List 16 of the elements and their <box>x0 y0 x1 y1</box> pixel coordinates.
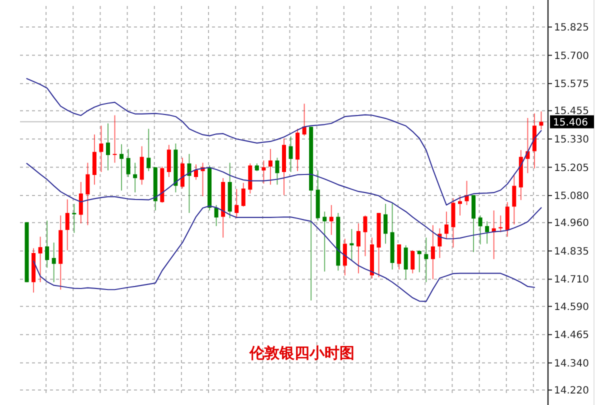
text: 伦敦银四小时图 <box>248 344 354 362</box>
y-tick-label: 15.330 <box>554 134 589 146</box>
ref-line-label: 15.406 <box>553 117 588 128</box>
y-tick-label: 15.700 <box>554 50 589 62</box>
y-tick-label: 15.080 <box>554 191 589 202</box>
y-tick-label: 14.960 <box>554 218 589 230</box>
y-tick-label: 14.340 <box>554 358 589 370</box>
y-tick-label: 15.825 <box>554 22 589 34</box>
y-tick-label: 14.710 <box>554 274 589 286</box>
y-tick-label: 14.465 <box>554 330 589 342</box>
y-tick-label: 15.205 <box>554 162 589 174</box>
y-tick-label: 14.220 <box>554 386 589 397</box>
y-tick-label: 14.590 <box>554 302 589 313</box>
y-tick-label: 15.575 <box>554 79 589 90</box>
y-tick-label: 15.455 <box>554 106 589 118</box>
y-tick-label: 14.835 <box>554 246 589 258</box>
